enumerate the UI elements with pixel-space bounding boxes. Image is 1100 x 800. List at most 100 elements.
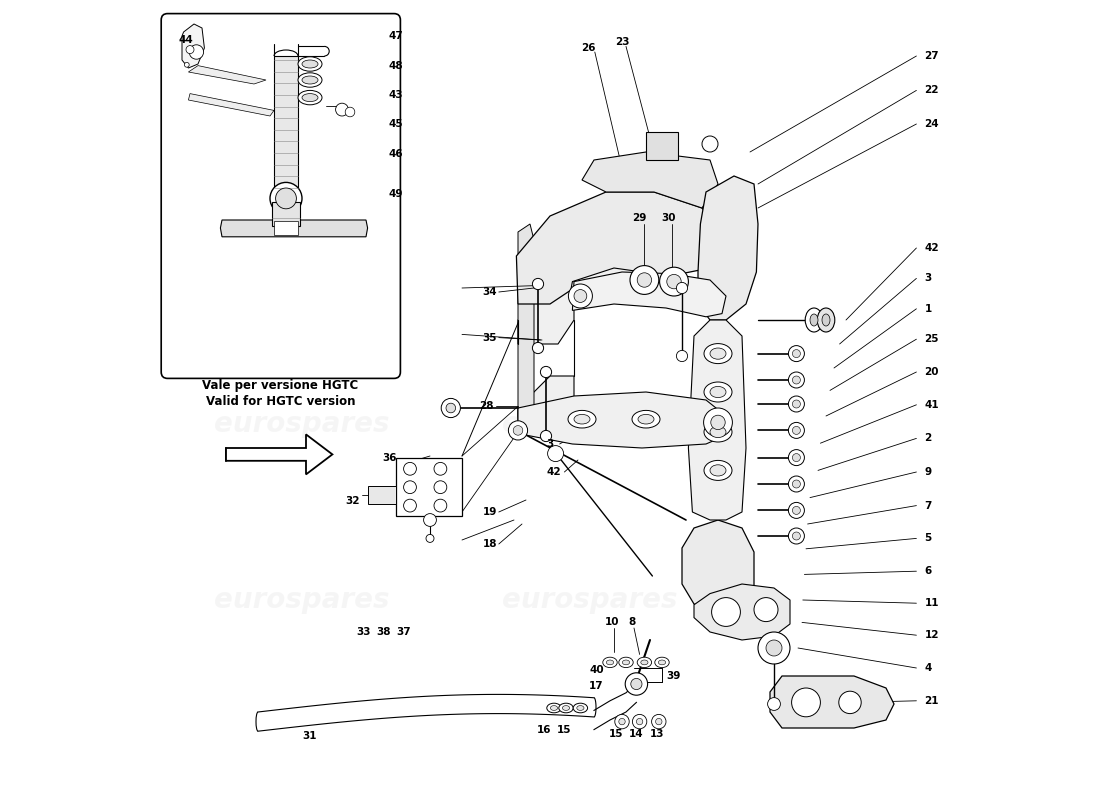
Circle shape [532,342,543,354]
Polygon shape [518,392,726,448]
Ellipse shape [805,308,823,332]
Circle shape [792,454,801,462]
Text: 41: 41 [924,400,939,410]
Polygon shape [570,268,718,296]
Text: 12: 12 [924,630,939,640]
Circle shape [789,396,804,412]
Ellipse shape [704,382,732,402]
Text: 42: 42 [547,467,561,477]
Ellipse shape [302,60,318,68]
Ellipse shape [606,660,614,665]
Text: 1: 1 [924,304,932,314]
Circle shape [792,400,801,408]
Circle shape [754,598,778,622]
Circle shape [789,372,804,388]
Ellipse shape [574,414,590,424]
Polygon shape [582,152,718,208]
Ellipse shape [562,706,570,710]
Text: 24: 24 [924,119,939,129]
Circle shape [625,673,648,695]
Circle shape [676,350,688,362]
Text: 17: 17 [590,681,604,690]
Polygon shape [518,224,534,432]
Circle shape [792,688,821,717]
Polygon shape [516,192,726,304]
Ellipse shape [641,660,648,665]
Circle shape [404,462,417,475]
Polygon shape [770,676,894,728]
Text: 42: 42 [924,243,939,253]
Ellipse shape [704,344,732,363]
Circle shape [768,698,780,710]
Ellipse shape [298,73,322,87]
Text: 26: 26 [581,43,596,53]
Circle shape [712,598,740,626]
Text: 7: 7 [924,501,932,510]
Circle shape [404,499,417,512]
Ellipse shape [619,658,634,667]
Circle shape [711,415,725,430]
Text: 23: 23 [615,37,629,46]
Text: 44: 44 [179,35,194,45]
Circle shape [637,273,651,287]
Circle shape [789,422,804,438]
Ellipse shape [822,314,830,326]
Text: 10: 10 [604,618,619,627]
Text: 31: 31 [302,731,317,741]
Text: 38: 38 [376,627,390,637]
Circle shape [789,346,804,362]
Circle shape [766,640,782,656]
Ellipse shape [638,414,654,424]
Circle shape [667,274,681,289]
Text: 33: 33 [356,627,371,637]
Circle shape [270,182,302,214]
Circle shape [424,514,437,526]
Text: 29: 29 [632,213,647,222]
Circle shape [336,103,349,116]
Circle shape [345,107,355,117]
Circle shape [186,46,194,54]
Circle shape [615,714,629,729]
Circle shape [189,45,204,59]
Text: 16: 16 [537,726,551,735]
Bar [367,486,396,504]
Circle shape [758,632,790,664]
Circle shape [792,376,801,384]
Ellipse shape [704,461,732,480]
Text: 47: 47 [388,31,403,41]
Ellipse shape [559,703,573,713]
Polygon shape [188,94,274,116]
Circle shape [276,188,296,209]
Text: 3: 3 [547,439,553,449]
Circle shape [569,284,593,308]
Ellipse shape [710,426,726,438]
Text: 40: 40 [590,665,604,674]
Ellipse shape [810,314,818,326]
Ellipse shape [704,422,732,442]
Circle shape [630,678,642,690]
Circle shape [441,398,461,418]
Text: 46: 46 [388,149,403,158]
Circle shape [434,481,447,494]
Ellipse shape [550,706,558,710]
Text: 28: 28 [480,402,494,411]
Text: 36: 36 [382,453,396,462]
Polygon shape [220,220,367,237]
Polygon shape [188,66,266,84]
Circle shape [792,506,801,514]
Ellipse shape [302,76,318,84]
Text: 25: 25 [924,334,939,344]
Text: 34: 34 [483,287,497,297]
Ellipse shape [573,703,587,713]
Circle shape [630,266,659,294]
Text: 30: 30 [661,213,675,222]
Text: 6: 6 [924,566,932,576]
Circle shape [434,499,447,512]
Polygon shape [698,176,758,320]
Circle shape [619,718,625,725]
Circle shape [704,408,733,437]
Text: 15: 15 [558,726,572,735]
Polygon shape [182,24,205,68]
Ellipse shape [568,410,596,428]
Text: 39: 39 [666,671,681,681]
